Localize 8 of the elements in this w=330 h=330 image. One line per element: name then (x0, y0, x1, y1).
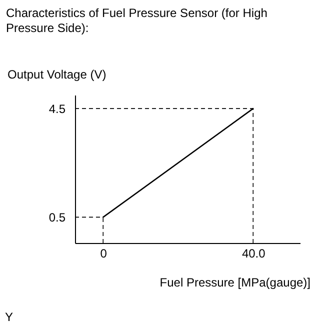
x-tick-label: 0 (100, 246, 108, 260)
y-tick-label: 4.5 (48, 102, 66, 116)
x-tick-label: 40.0 (242, 246, 266, 260)
chart-title: Characteristics of Fuel Pressure Sensor (for High Pressure Side): (6, 6, 268, 36)
x-axis-title: Fuel Pressure [MPa(gauge)] (160, 276, 310, 290)
text: Y (5, 310, 14, 324)
y-axis-title: Output Voltage (V) (8, 68, 106, 82)
y-tick-label: 0.5 (48, 210, 66, 225)
